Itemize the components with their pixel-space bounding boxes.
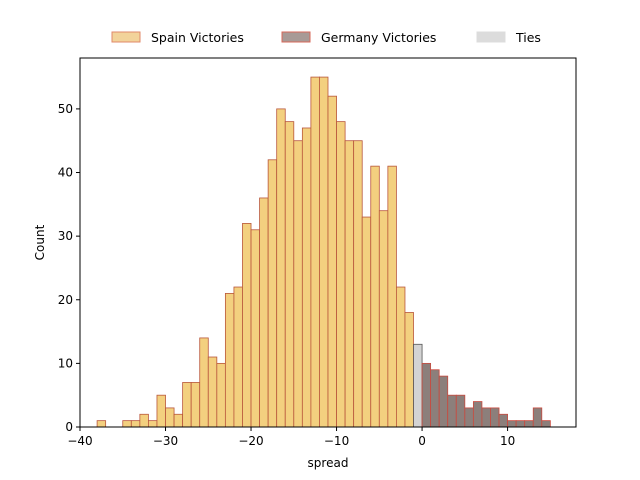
- bar-spain-victories: [310, 76, 320, 428]
- bar-spain-victories: [319, 76, 329, 428]
- y-tick-label: 50: [58, 102, 73, 116]
- bar-germany-victories: [481, 407, 491, 428]
- bar-spain-victories: [404, 312, 414, 428]
- bar-germany-victories: [472, 401, 483, 428]
- bar-spain-victories: [370, 165, 380, 428]
- legend-swatch-spain-victories: [111, 31, 141, 43]
- legend: Spain Victories Germany Victories Ties: [111, 30, 541, 45]
- y-tick-label: 0: [65, 420, 73, 434]
- bar-spain-victories: [216, 362, 226, 428]
- x-tick-label: 0: [418, 434, 426, 448]
- x-tick-label: −20: [238, 434, 263, 448]
- bar-spain-victories: [122, 420, 132, 428]
- bar-germany-victories: [490, 407, 500, 428]
- histogram-bars: [96, 76, 551, 428]
- legend-swatch-ties: [476, 31, 506, 43]
- bar-spain-victories: [148, 420, 158, 428]
- bar-spain-victories: [387, 165, 397, 428]
- bar-spain-victories: [199, 337, 209, 428]
- bar-spain-victories: [378, 210, 389, 428]
- bar-spain-victories: [344, 140, 355, 428]
- bar-germany-victories: [498, 413, 508, 428]
- bar-spain-victories: [139, 413, 149, 428]
- bar-germany-victories: [447, 394, 457, 428]
- bar-spain-victories: [250, 229, 260, 428]
- y-tick-label: 20: [58, 293, 73, 307]
- y-tick-label: 10: [58, 356, 73, 370]
- bar-spain-victories: [242, 223, 252, 428]
- y-tick-label: 30: [58, 229, 73, 243]
- bar-germany-victories: [524, 420, 534, 428]
- bar-ties: [413, 343, 423, 428]
- y-axis: 0 10 20 30 40 50: [58, 102, 80, 434]
- bar-spain-victories: [301, 127, 312, 428]
- bar-spain-victories: [276, 108, 286, 428]
- y-axis-label: Count: [33, 224, 47, 260]
- bar-spain-victories: [353, 140, 363, 428]
- bar-germany-victories: [464, 407, 474, 428]
- bar-spain-victories: [190, 382, 201, 428]
- x-axis: −40 −30 −20 −10 0 10: [67, 427, 515, 448]
- bar-germany-victories: [515, 420, 526, 428]
- y-tick-label: 40: [58, 166, 73, 180]
- bar-germany-victories: [541, 420, 551, 428]
- bar-spain-victories: [233, 286, 243, 428]
- bar-germany-victories: [421, 362, 432, 428]
- bar-spain-victories: [224, 292, 235, 428]
- x-tick-label: −40: [67, 434, 92, 448]
- bar-germany-victories: [430, 369, 440, 428]
- bar-spain-victories: [130, 420, 141, 428]
- bar-spain-victories: [182, 382, 192, 428]
- bar-germany-victories: [532, 407, 543, 428]
- x-tick-label: −30: [153, 434, 178, 448]
- bar-spain-victories: [336, 121, 346, 428]
- bar-germany-victories: [438, 375, 449, 428]
- bar-spain-victories: [259, 197, 269, 428]
- legend-swatch-germany-victories: [281, 31, 311, 43]
- bar-spain-victories: [327, 95, 337, 428]
- bar-spain-victories: [207, 356, 218, 428]
- bar-spain-victories: [165, 407, 175, 428]
- legend-label-germany-victories: Germany Victories: [321, 30, 436, 45]
- bar-spain-victories: [361, 216, 372, 428]
- plot-frame: [79, 57, 577, 428]
- bar-spain-victories: [293, 140, 303, 428]
- bar-spain-victories: [156, 394, 166, 428]
- legend-label-spain-victories: Spain Victories: [151, 30, 244, 45]
- bar-spain-victories: [284, 121, 295, 428]
- x-tick-label: −10: [324, 434, 349, 448]
- bar-spain-victories: [396, 286, 406, 428]
- x-axis-label: spread: [308, 456, 349, 470]
- bar-germany-victories: [455, 394, 466, 428]
- legend-label-ties: Ties: [515, 30, 541, 45]
- bar-spain-victories: [173, 413, 184, 428]
- bar-spain-victories: [267, 159, 278, 428]
- x-tick-label: 10: [500, 434, 515, 448]
- bar-germany-victories: [507, 420, 517, 428]
- bar-spain-victories: [96, 420, 107, 428]
